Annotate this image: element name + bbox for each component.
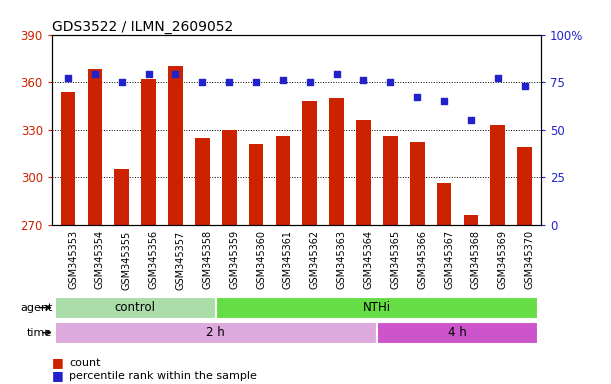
Bar bbox=[437, 184, 452, 225]
Text: GSM345366: GSM345366 bbox=[417, 230, 427, 289]
Point bbox=[412, 94, 422, 100]
Text: GSM345369: GSM345369 bbox=[498, 230, 508, 289]
Text: GSM345359: GSM345359 bbox=[229, 230, 239, 290]
Point bbox=[305, 79, 315, 85]
Text: GSM345361: GSM345361 bbox=[283, 230, 293, 289]
Text: agent: agent bbox=[20, 303, 53, 313]
Text: GSM345353: GSM345353 bbox=[68, 230, 78, 290]
Text: percentile rank within the sample: percentile rank within the sample bbox=[69, 371, 257, 381]
Point bbox=[63, 75, 73, 81]
Bar bbox=[54, 322, 377, 344]
Point bbox=[278, 77, 288, 83]
Bar bbox=[216, 297, 538, 319]
Text: GSM345367: GSM345367 bbox=[444, 230, 454, 290]
Bar bbox=[195, 137, 210, 225]
Text: GSM345354: GSM345354 bbox=[95, 230, 105, 290]
Bar bbox=[410, 142, 425, 225]
Text: GSM345355: GSM345355 bbox=[122, 230, 132, 290]
Text: NTHi: NTHi bbox=[363, 301, 391, 314]
Bar bbox=[356, 120, 371, 225]
Text: ■: ■ bbox=[52, 369, 64, 382]
Bar bbox=[491, 125, 505, 225]
Text: GSM345363: GSM345363 bbox=[337, 230, 346, 289]
Bar bbox=[377, 322, 538, 344]
Point bbox=[493, 75, 503, 81]
Text: count: count bbox=[69, 358, 101, 368]
Text: GSM345368: GSM345368 bbox=[471, 230, 481, 289]
Bar bbox=[249, 144, 263, 225]
Text: GSM345364: GSM345364 bbox=[364, 230, 373, 289]
Text: ■: ■ bbox=[52, 356, 64, 369]
Bar bbox=[383, 136, 398, 225]
Bar bbox=[222, 130, 236, 225]
Point bbox=[170, 71, 180, 78]
Point bbox=[386, 79, 395, 85]
Point bbox=[90, 71, 100, 78]
Point bbox=[466, 117, 476, 123]
Bar bbox=[141, 79, 156, 225]
Bar bbox=[54, 297, 216, 319]
Point bbox=[359, 77, 368, 83]
Point bbox=[332, 71, 342, 78]
Bar bbox=[518, 147, 532, 225]
Text: control: control bbox=[115, 301, 156, 314]
Text: GSM345365: GSM345365 bbox=[390, 230, 400, 290]
Point bbox=[144, 71, 153, 78]
Text: GSM345358: GSM345358 bbox=[202, 230, 213, 290]
Bar bbox=[329, 98, 344, 225]
Bar bbox=[87, 70, 102, 225]
Point bbox=[224, 79, 234, 85]
Bar bbox=[168, 66, 183, 225]
Text: 2 h: 2 h bbox=[207, 326, 225, 339]
Bar bbox=[114, 169, 129, 225]
Point bbox=[251, 79, 261, 85]
Point bbox=[117, 79, 126, 85]
Point bbox=[520, 83, 530, 89]
Text: GSM345362: GSM345362 bbox=[310, 230, 320, 290]
Text: GDS3522 / ILMN_2609052: GDS3522 / ILMN_2609052 bbox=[52, 20, 233, 33]
Text: time: time bbox=[27, 328, 53, 338]
Bar bbox=[464, 215, 478, 225]
Text: GSM345356: GSM345356 bbox=[148, 230, 159, 290]
Text: 4 h: 4 h bbox=[448, 326, 467, 339]
Text: GSM345360: GSM345360 bbox=[256, 230, 266, 289]
Point bbox=[439, 98, 449, 104]
Text: GSM345357: GSM345357 bbox=[175, 230, 186, 290]
Point bbox=[197, 79, 207, 85]
Bar bbox=[60, 92, 75, 225]
Bar bbox=[302, 101, 317, 225]
Bar bbox=[276, 136, 290, 225]
Text: GSM345370: GSM345370 bbox=[525, 230, 535, 290]
